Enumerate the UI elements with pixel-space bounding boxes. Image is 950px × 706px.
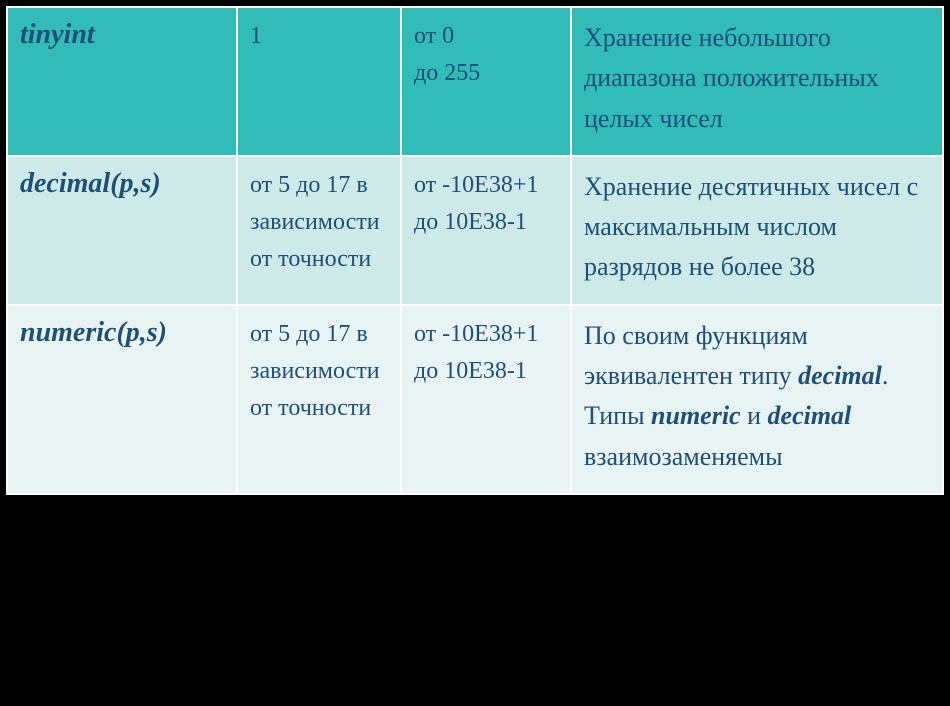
size-cell: от 5 до 17 в зависи­мости от точности (237, 156, 401, 305)
type-cell: decimal(p,s) (7, 156, 237, 305)
description-cell: Хранение небольшого диапазона положитель… (571, 7, 943, 156)
description-cell: Хранение десятичных чисел с максимальным… (571, 156, 943, 305)
range-cell: от -10Е38+1до 10Е38-1 (401, 305, 571, 494)
range-from: от -10Е38+1 (414, 167, 558, 204)
range-to: до 10Е38-1 (414, 204, 558, 241)
range-cell: от 0до 255 (401, 7, 571, 156)
range-from: от -10Е38+1 (414, 316, 558, 353)
table-row: numeric(p,s)от 5 до 17 в зависи­мости от… (7, 305, 943, 494)
range-from: от 0 (414, 18, 558, 55)
data-types-table: tinyint1от 0до 255Хранение небольшого ди… (6, 6, 944, 495)
range-cell: от -10Е38+1до 10Е38-1 (401, 156, 571, 305)
size-cell: от 5 до 17 в зависи­мости от точности (237, 305, 401, 494)
type-cell: tinyint (7, 7, 237, 156)
table-row: tinyint1от 0до 255Хранение небольшого ди… (7, 7, 943, 156)
range-to: до 255 (414, 55, 558, 92)
range-to: до 10Е38-1 (414, 353, 558, 390)
table-body: tinyint1от 0до 255Хранение небольшого ди… (7, 7, 943, 494)
type-cell: numeric(p,s) (7, 305, 237, 494)
table-row: decimal(p,s)от 5 до 17 в зависи­мости от… (7, 156, 943, 305)
description-cell: По своим функциям эквивалентен типу deci… (571, 305, 943, 494)
size-cell: 1 (237, 7, 401, 156)
